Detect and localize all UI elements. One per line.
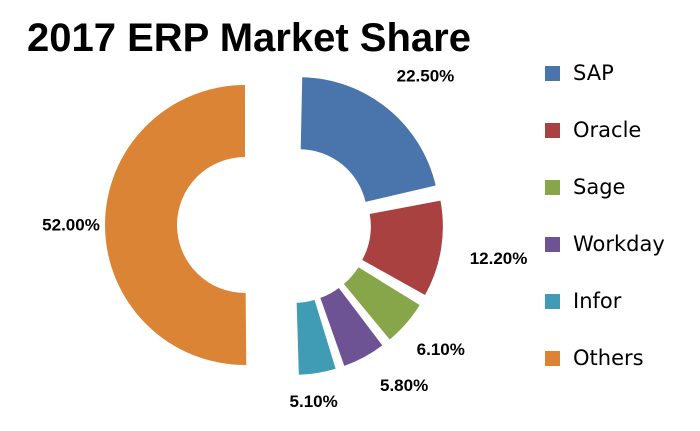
legend-label: SAP	[573, 61, 614, 85]
data-label-workday: 5.80%	[380, 376, 428, 395]
legend-label: Oracle	[573, 118, 642, 142]
data-label-sap: 22.50%	[397, 66, 455, 85]
legend-item-others: Others	[545, 345, 644, 371]
legend-item-oracle: Oracle	[545, 117, 641, 143]
donut-data-labels: 22.50% 12.20% 6.10% 5.80% 5.10% 52.00%	[42, 66, 527, 410]
legend-item-sage: Sage	[545, 174, 625, 200]
slice-infor	[296, 299, 336, 375]
data-label-sage: 6.10%	[417, 340, 465, 359]
legend-swatch	[545, 236, 560, 252]
legend-swatch	[545, 65, 560, 81]
legend-label: Workday	[573, 232, 665, 256]
slice-sap	[300, 77, 436, 202]
legend-label: Sage	[573, 175, 626, 199]
slice-oracle	[362, 200, 443, 296]
legend-swatch	[545, 179, 560, 195]
legend-label: Others	[573, 346, 644, 370]
legend-swatch	[545, 350, 560, 366]
slice-sage	[343, 267, 420, 340]
legend-item-workday: Workday	[545, 231, 665, 257]
chart-title: 2017 ERP Market Share	[27, 16, 471, 60]
legend-swatch	[545, 293, 560, 309]
legend-item-sap: SAP	[545, 60, 614, 86]
legend-label: Infor	[573, 289, 622, 313]
slice-workday	[320, 287, 383, 366]
legend-swatch	[545, 122, 560, 138]
data-label-oracle: 12.20%	[470, 249, 528, 268]
donut-slices	[105, 77, 443, 375]
data-label-infor: 5.10%	[290, 392, 338, 411]
slice-others	[105, 85, 247, 365]
legend-item-infor: Infor	[545, 288, 621, 314]
data-label-others: 52.00%	[42, 215, 100, 234]
